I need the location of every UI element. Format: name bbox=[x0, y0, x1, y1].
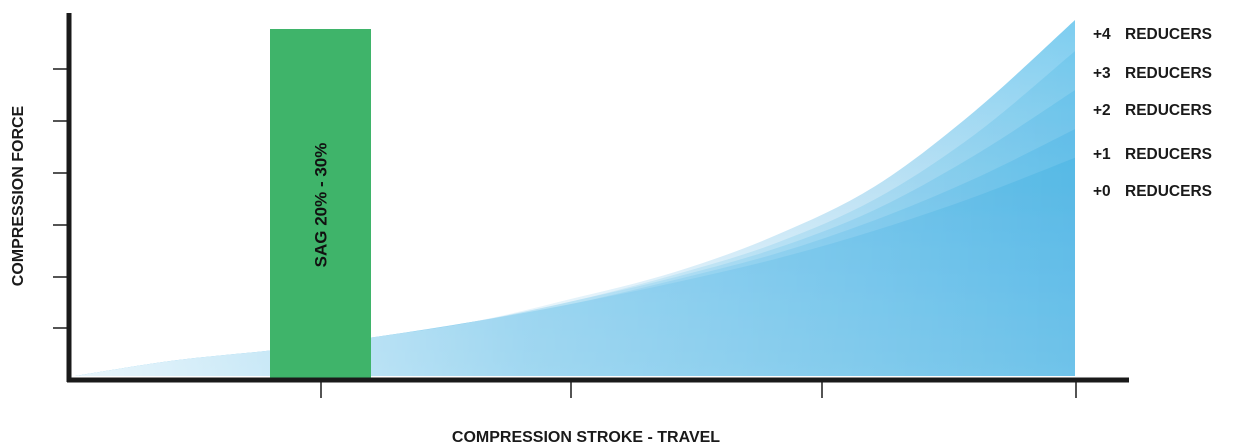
curve-fade-overlay bbox=[75, 20, 1075, 376]
legend: +0 REDUCERS +1 REDUCERS +2 REDUCERS +3 REDUCERS… bbox=[1093, 26, 1212, 200]
legend-item-label: REDUCERS bbox=[1125, 183, 1212, 200]
sag-label: SAG 20% - 30% bbox=[312, 143, 331, 268]
legend-item-1-reducers: +1 REDUCERS bbox=[1093, 146, 1212, 163]
legend-item-label: REDUCERS bbox=[1125, 146, 1212, 163]
legend-item-4-reducers: +4 REDUCERS bbox=[1093, 26, 1212, 43]
legend-item-label: REDUCERS bbox=[1125, 26, 1212, 43]
legend-item-label: REDUCERS bbox=[1125, 102, 1212, 119]
legend-item-0-reducers: +0 REDUCERS bbox=[1093, 183, 1212, 200]
legend-item-3-reducers: +3 REDUCERS bbox=[1093, 65, 1212, 82]
x-axis-title: COMPRESSION STROKE - TRAVEL bbox=[452, 429, 720, 445]
sag-band: SAG 20% - 30% bbox=[270, 29, 371, 378]
axes bbox=[53, 13, 1129, 398]
sag-bar bbox=[270, 29, 371, 378]
legend-item-2-reducers: +2 REDUCERS bbox=[1093, 102, 1212, 119]
reducer-curves bbox=[75, 20, 1075, 376]
legend-item-label: REDUCERS bbox=[1125, 65, 1212, 82]
y-axis-title: COMPRESSION FORCE bbox=[10, 105, 27, 286]
axis-titles: COMPRESSION STROKE - TRAVEL COMPRESSION F… bbox=[10, 105, 720, 445]
